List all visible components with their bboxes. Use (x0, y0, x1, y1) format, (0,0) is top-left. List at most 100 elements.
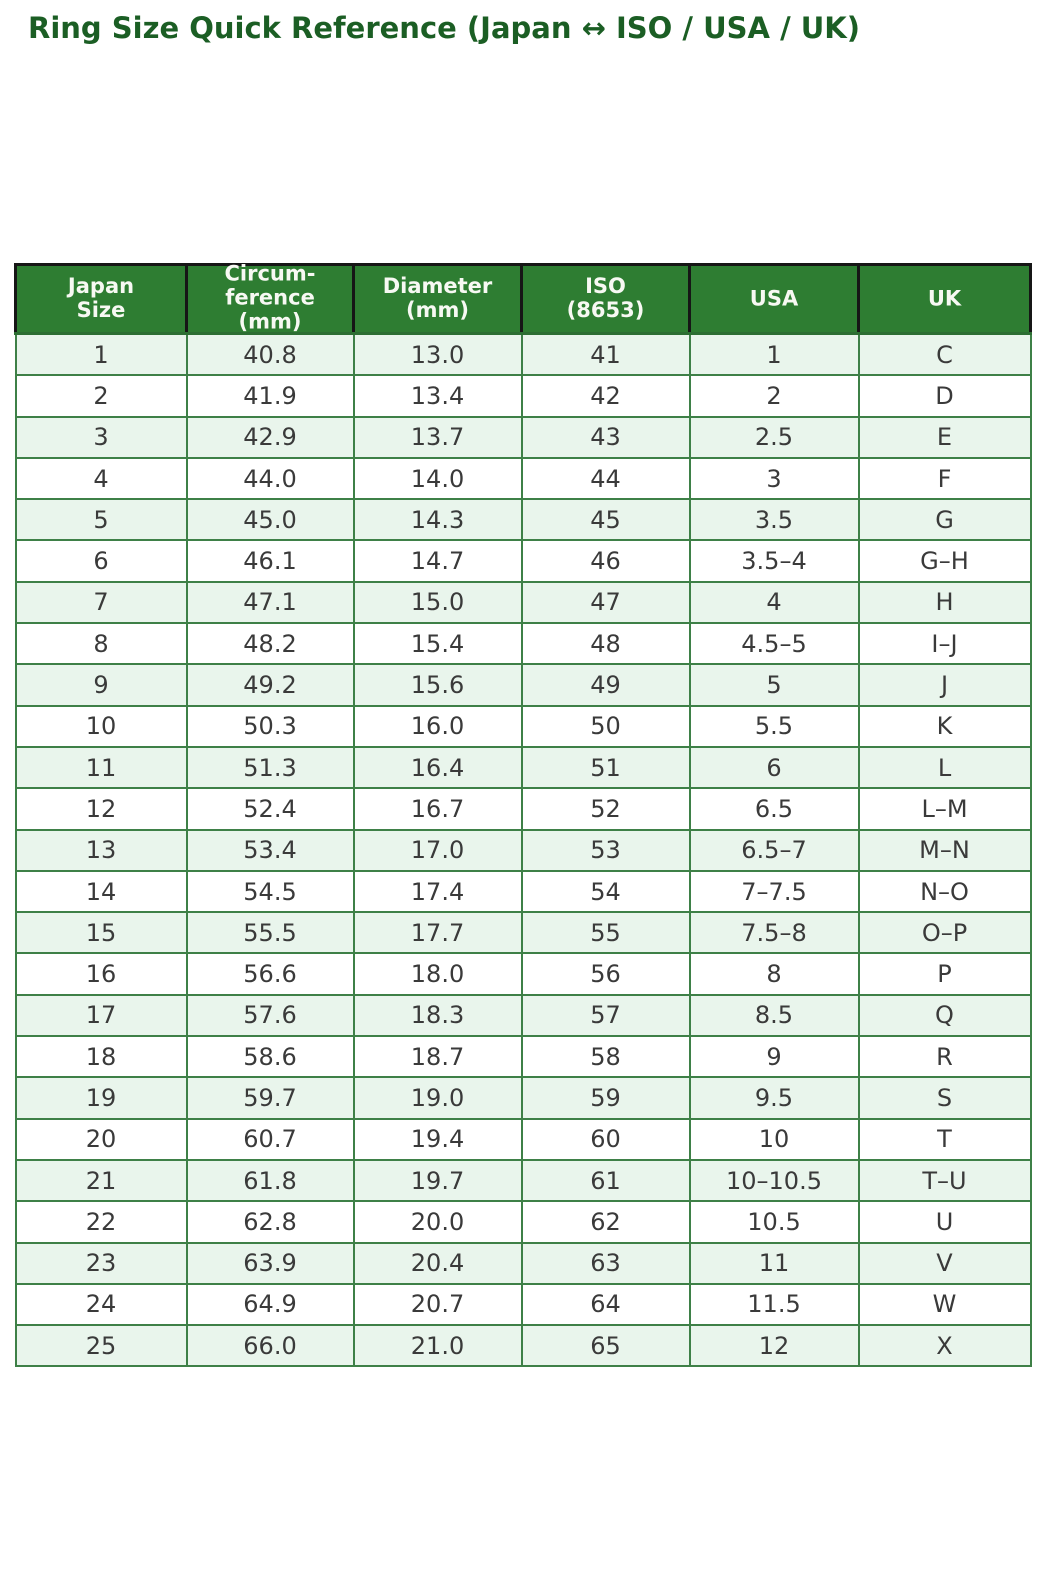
table-cell: 54.5 (185, 869, 355, 914)
table-cell: 50.3 (185, 704, 355, 748)
table-cell: 56 (520, 952, 691, 996)
table-cell: 12 (14, 787, 188, 831)
column-header: ISO (8653) (520, 263, 691, 335)
table-cell: 3 (14, 415, 188, 459)
column-header: USA (688, 263, 860, 335)
table-cell: 41.9 (185, 374, 355, 418)
table-cell: 44 (520, 456, 691, 501)
table-cell: 53.4 (185, 828, 355, 872)
table-row: 18 58.6 18.7 58 9 R (14, 1035, 1032, 1079)
table-cell: 17 (14, 993, 188, 1038)
table-cell: F (857, 456, 1032, 501)
table-cell: O–P (857, 911, 1032, 955)
table-row: 8 48.2 15.4 48 4.5–5 I–J (14, 622, 1032, 666)
table-cell: 42.9 (185, 415, 355, 459)
table-row: 23 63.9 20.4 63 11 V (14, 1241, 1032, 1285)
table-cell: 49.2 (185, 663, 355, 707)
table-cell: 6.5–7 (688, 828, 860, 872)
table-cell: 61.8 (185, 1158, 355, 1203)
table-cell: M–N (857, 828, 1032, 872)
table-cell: 8 (14, 622, 188, 666)
table-cell: 15 (14, 911, 188, 955)
table-cell: R (857, 1035, 1032, 1079)
table-cell: 4 (14, 456, 188, 501)
table-cell: 20.4 (352, 1241, 523, 1285)
table-cell: E (857, 415, 1032, 459)
table-cell: 15.4 (352, 622, 523, 666)
table-cell: 60 (520, 1117, 691, 1161)
table-cell: 15.0 (352, 580, 523, 625)
table-cell: 21 (14, 1158, 188, 1203)
table-cell: 63 (520, 1241, 691, 1285)
table-cell: 62 (520, 1200, 691, 1244)
table-cell: 20.7 (352, 1282, 523, 1327)
table-cell: 47 (520, 580, 691, 625)
table-row: 22 62.8 20.0 62 10.5 U (14, 1200, 1032, 1244)
column-header-label: Circum- ference (mm) (224, 261, 316, 334)
table-cell: 25 (14, 1324, 188, 1368)
table-cell: 58 (520, 1035, 691, 1079)
table-row: 11 51.3 16.4 51 6 L (14, 745, 1032, 790)
table-cell: 64 (520, 1282, 691, 1327)
table-cell: U (857, 1200, 1032, 1244)
table-cell: 9 (688, 1035, 860, 1079)
table-row: 14 54.5 17.4 54 7–7.5 N–O (14, 869, 1032, 914)
table-cell: 64.9 (185, 1282, 355, 1327)
table-cell: 48 (520, 622, 691, 666)
table-cell: 3 (688, 456, 860, 501)
table-cell: K (857, 704, 1032, 748)
table-row: 5 45.0 14.3 45 3.5 G (14, 498, 1032, 542)
column-header-label: USA (749, 286, 799, 311)
table-cell: 53 (520, 828, 691, 872)
table-cell: 9.5 (688, 1076, 860, 1120)
table-cell: 11 (14, 745, 188, 790)
table-cell: W (857, 1282, 1032, 1327)
table-cell: 11.5 (688, 1282, 860, 1327)
table-cell: S (857, 1076, 1032, 1120)
table-cell: 24 (14, 1282, 188, 1327)
column-header-label: ISO (8653) (566, 273, 645, 323)
table-cell: 10 (14, 704, 188, 748)
table-cell: 21.0 (352, 1324, 523, 1368)
table-cell: 11 (688, 1241, 860, 1285)
table-cell: 22 (14, 1200, 188, 1244)
table-cell: 2 (14, 374, 188, 418)
table-cell: 40.8 (185, 332, 355, 377)
table-cell: 4 (688, 580, 860, 625)
column-header: Circum- ference (mm) (185, 261, 355, 335)
column-header: UK (857, 263, 1032, 335)
table-cell: 20.0 (352, 1200, 523, 1244)
table-cell: 41 (520, 332, 691, 377)
table-cell: 23 (14, 1241, 188, 1285)
table-cell: 19.4 (352, 1117, 523, 1161)
table-cell: 62.8 (185, 1200, 355, 1244)
table-cell: 4.5–5 (688, 622, 860, 666)
table-cell: 55 (520, 911, 691, 955)
table-cell: 43 (520, 415, 691, 459)
table-cell: V (857, 1241, 1032, 1285)
table-cell: 46 (520, 539, 691, 583)
table-cell: 14.0 (352, 456, 523, 501)
table-cell: 19.7 (352, 1158, 523, 1203)
table-cell: 3.5–4 (688, 539, 860, 583)
table-cell: D (857, 374, 1032, 418)
table-cell: 10.5 (688, 1200, 860, 1244)
table-row: 16 56.6 18.0 56 8 P (14, 952, 1032, 996)
table-cell: 52 (520, 787, 691, 831)
table-cell: 18.7 (352, 1035, 523, 1079)
table-cell: X (857, 1324, 1032, 1368)
table-cell: 13 (14, 828, 188, 872)
table-cell: 7–7.5 (688, 869, 860, 914)
table-cell: G–H (857, 539, 1032, 583)
column-header: Diameter (mm) (352, 263, 523, 335)
table-cell: L–M (857, 787, 1032, 831)
table-cell: 49 (520, 663, 691, 707)
table-cell: G (857, 498, 1032, 542)
table-cell: Q (857, 993, 1032, 1038)
table-cell: L (857, 745, 1032, 790)
table-cell: 54 (520, 869, 691, 914)
table-cell: 50 (520, 704, 691, 748)
table-cell: 55.5 (185, 911, 355, 955)
table-cell: C (857, 332, 1032, 377)
table-cell: 14 (14, 869, 188, 914)
